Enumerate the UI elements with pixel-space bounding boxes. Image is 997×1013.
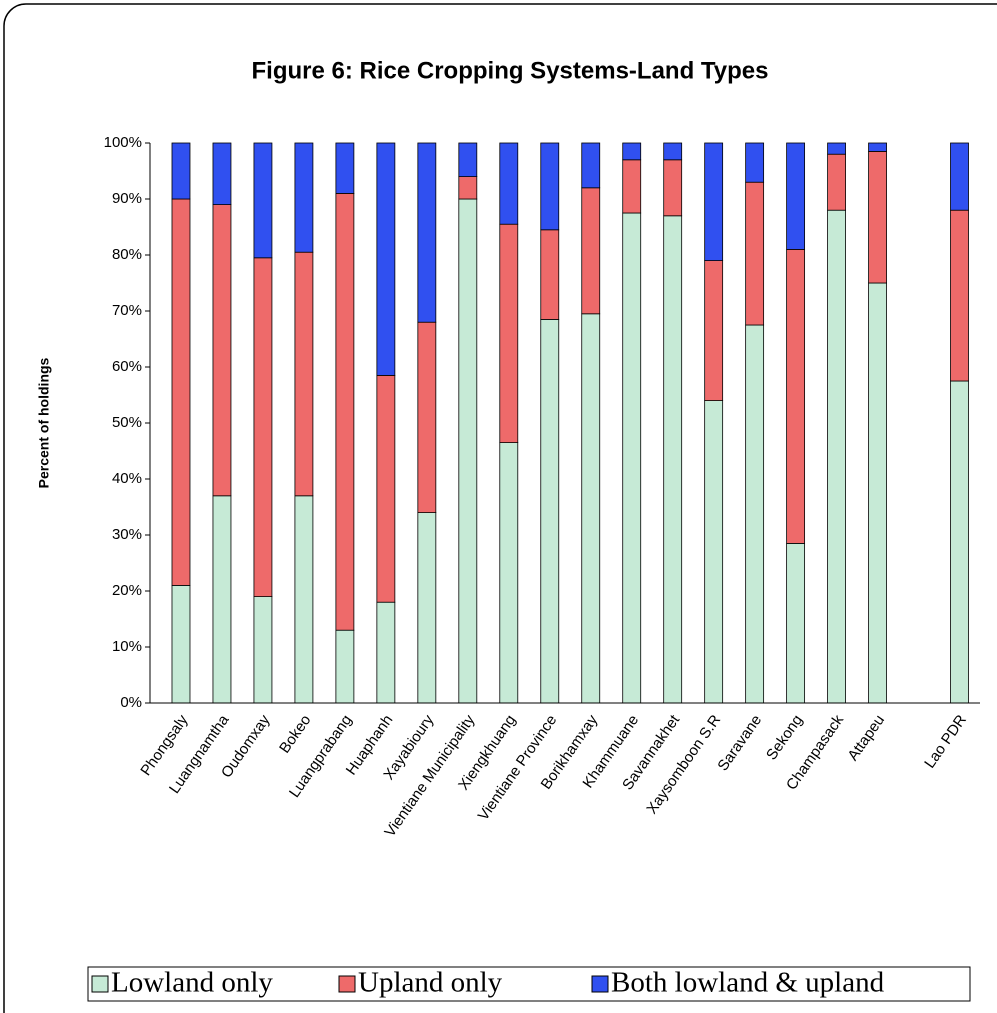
bar-segment [376, 601, 396, 704]
y-axis-label: Percent of holdings [36, 357, 52, 488]
bar-segment [253, 257, 273, 597]
bar-segment [171, 198, 191, 586]
bar-segment [581, 142, 601, 189]
legend-swatch [591, 975, 609, 993]
bar-segment [745, 181, 765, 326]
bar-segment [745, 324, 765, 704]
bar-segment [376, 374, 396, 603]
bar-segment [335, 142, 355, 194]
bar-segment [253, 142, 273, 259]
bar-segment [827, 209, 846, 704]
bar-segment [335, 629, 355, 704]
legend-box [87, 966, 971, 1002]
bar-segment [786, 543, 806, 704]
y-tick-label: 70% [112, 302, 142, 319]
bar-segment [663, 215, 683, 704]
bar-segment [704, 400, 724, 704]
bar-segment [868, 150, 887, 284]
bar-segment [622, 212, 642, 704]
bar-segment [745, 142, 765, 183]
y-tick-label: 60% [112, 358, 142, 375]
bar-segment [868, 142, 887, 152]
bar-segment [253, 596, 273, 704]
bar-segment [294, 142, 314, 253]
y-tick-label: 100% [104, 134, 142, 151]
y-tick-label: 20% [112, 582, 142, 599]
bar-segment [663, 159, 683, 217]
bar-segment [663, 142, 683, 161]
bar-segment [499, 142, 519, 225]
chart-title: Figure 6: Rice Cropping Systems-Land Typ… [252, 57, 769, 84]
bar-segment [171, 585, 191, 704]
bar-segment [704, 142, 724, 261]
bar-segment [950, 380, 969, 704]
legend-swatch [338, 975, 356, 993]
legend-label: Upland only [358, 967, 503, 999]
bar-segment [294, 251, 314, 497]
bar-segment [171, 142, 191, 200]
y-tick-label: 30% [112, 526, 142, 543]
bar-segment [499, 442, 519, 704]
y-tick-label: 10% [112, 638, 142, 655]
bar-segment [540, 142, 560, 231]
bar-segment [950, 209, 969, 382]
bar-segment [212, 142, 232, 205]
bar-segment [827, 153, 846, 211]
bar-segment [212, 204, 232, 497]
bar-segment [417, 142, 437, 323]
bar-segment [622, 142, 642, 161]
bar-segment [376, 142, 396, 376]
bar-segment [704, 260, 724, 402]
bar-segment [786, 248, 806, 544]
bar-segment [622, 159, 642, 214]
bar-segment [540, 229, 560, 320]
y-tick-label: 90% [112, 190, 142, 207]
bar-segment [458, 198, 478, 704]
bar-segment [417, 321, 437, 514]
bar-segment [868, 282, 887, 704]
y-tick-label: 40% [112, 470, 142, 487]
bar-segment [499, 223, 519, 443]
bar-segment [540, 318, 560, 704]
bar-segment [827, 142, 846, 155]
y-tick-label: 50% [112, 414, 142, 431]
legend-swatch [91, 975, 109, 993]
bar-segment [294, 495, 314, 704]
bar-segment [335, 192, 355, 631]
y-tick-label: 80% [112, 246, 142, 263]
bar-segment [950, 142, 969, 211]
bar-segment [581, 313, 601, 704]
bar-segment [212, 495, 232, 704]
bar-segment [458, 142, 478, 177]
bar-segment [417, 512, 437, 704]
bar-segment [581, 187, 601, 315]
bar-segment [786, 142, 806, 250]
legend-label: Both lowland & upland [611, 967, 885, 999]
y-tick-label: 0% [120, 694, 142, 711]
legend-label: Lowland only [111, 967, 273, 999]
bar-segment [458, 176, 478, 200]
